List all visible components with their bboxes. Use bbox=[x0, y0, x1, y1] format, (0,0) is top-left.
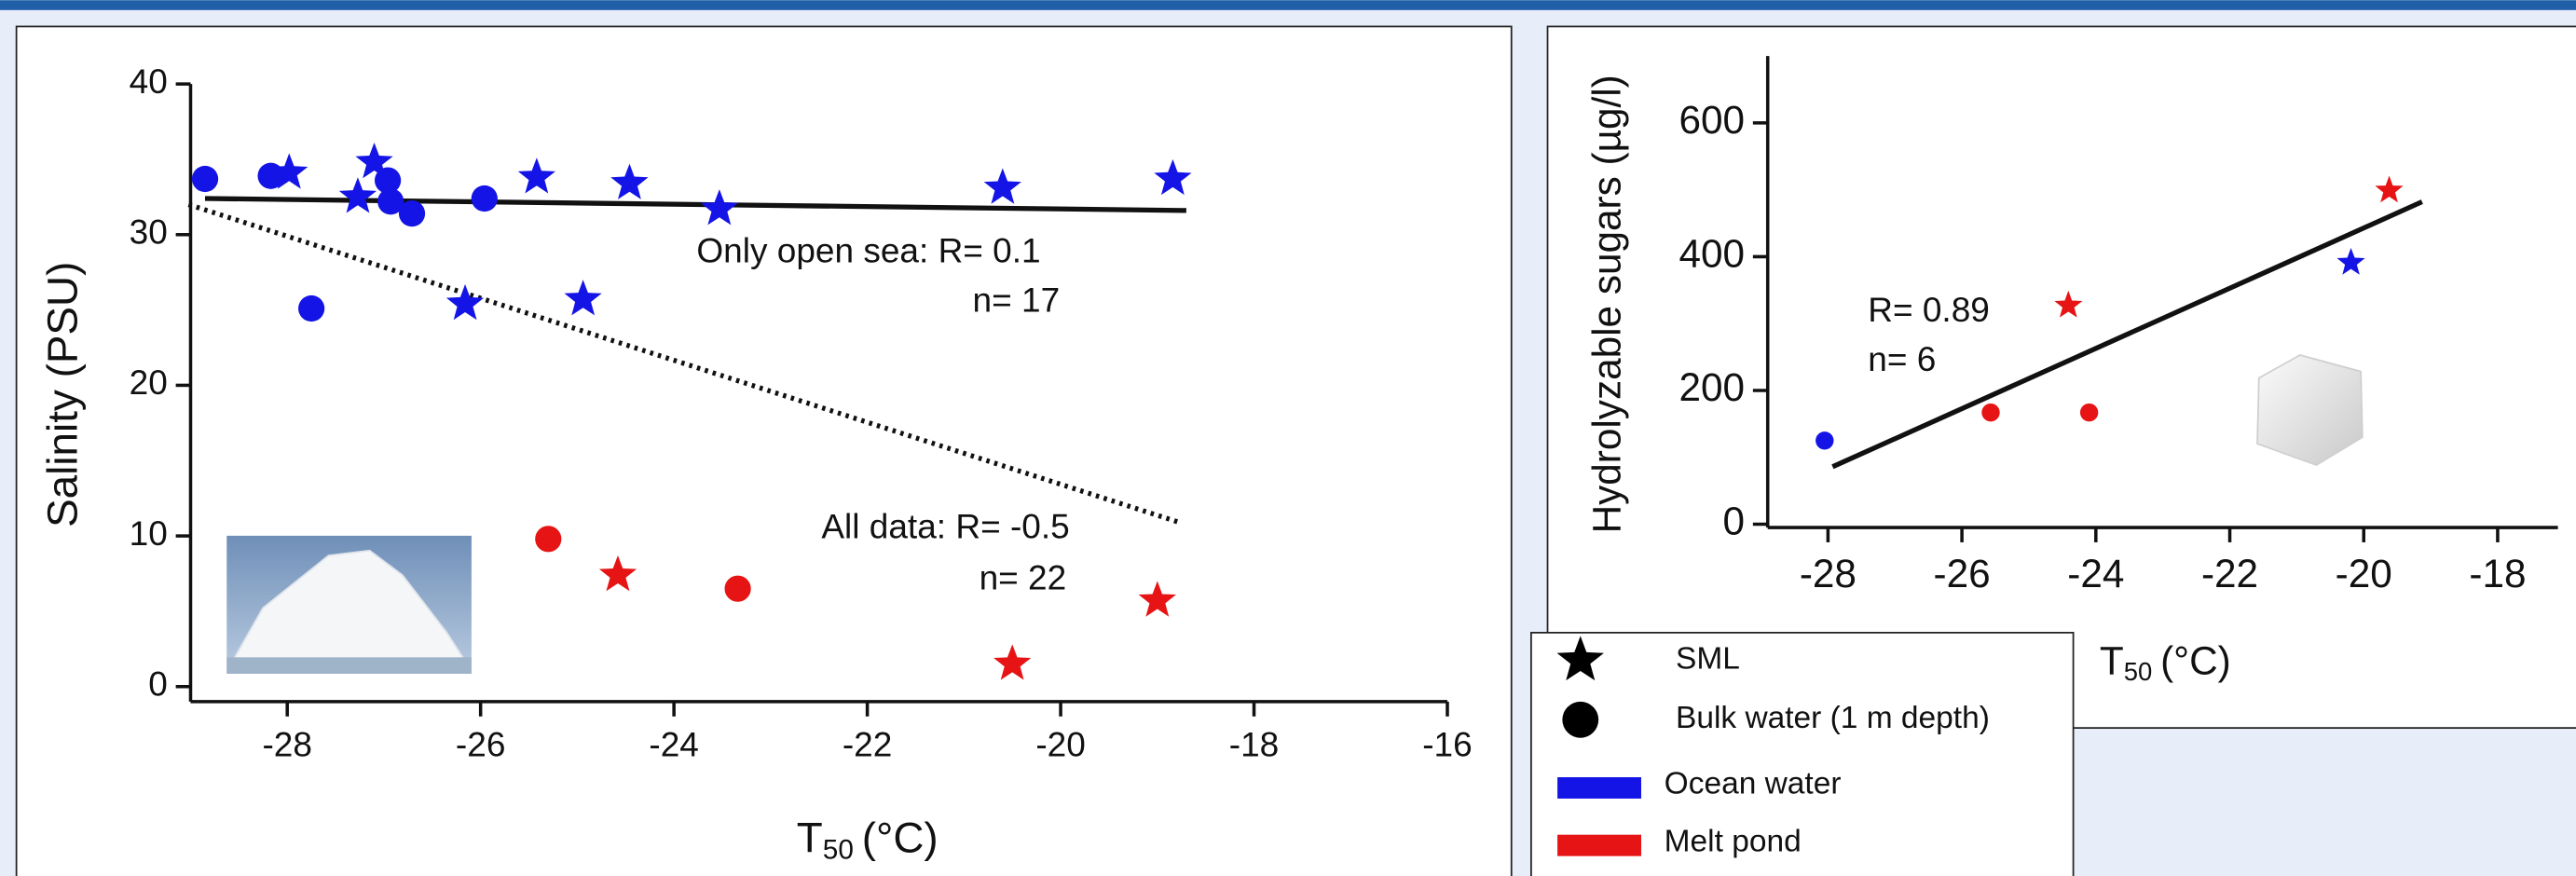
circle-point bbox=[472, 185, 498, 212]
annotation: All data: R= -0.5 bbox=[821, 507, 1069, 546]
circle-point bbox=[192, 166, 218, 192]
y-tick-label: 10 bbox=[130, 513, 168, 553]
y-tick-label: 400 bbox=[1679, 232, 1745, 276]
annotation: n= 6 bbox=[1868, 339, 1936, 378]
x-tick-label: -18 bbox=[1229, 725, 1279, 764]
x-tick-label: -24 bbox=[649, 725, 698, 764]
annotation: n= 17 bbox=[973, 280, 1061, 319]
y-tick-label: 0 bbox=[1723, 500, 1746, 543]
x-label-unit: (°C) bbox=[862, 814, 939, 862]
x-tick-label: -16 bbox=[1422, 725, 1472, 764]
annotation: n= 22 bbox=[980, 557, 1067, 596]
x-tick-label: -20 bbox=[2336, 552, 2392, 595]
legend-label: Ocean water bbox=[1665, 767, 1842, 801]
screenshot: -28 -26 -24 -22 -20 -18 -16 0 10 20 30 40 Salinity (… bbox=[0, 0, 2576, 876]
y-tick-label: 20 bbox=[130, 363, 168, 402]
x-tick-label: -20 bbox=[1035, 725, 1085, 764]
x-label-unit: (°C) bbox=[2160, 639, 2231, 683]
x-tick-label: -22 bbox=[2201, 552, 2258, 595]
panel-left bbox=[17, 26, 1512, 876]
x-tick-label: -26 bbox=[1934, 552, 1991, 595]
x-tick-label: -24 bbox=[2067, 552, 2124, 595]
x-label-sub: 50 bbox=[823, 834, 854, 865]
y-tick-label: 30 bbox=[130, 212, 168, 252]
x-label-main: T bbox=[797, 814, 823, 862]
circle-point bbox=[535, 526, 561, 552]
legend-label: Melt pond bbox=[1665, 824, 1802, 858]
y-axis-label: Salinity (PSU) bbox=[39, 262, 87, 527]
x-axis-label: T50(°C) bbox=[2100, 639, 2231, 687]
salt-photo bbox=[226, 536, 472, 674]
circle-point bbox=[2080, 404, 2098, 421]
y-tick-label: 40 bbox=[130, 62, 168, 101]
y-tick-label: 600 bbox=[1679, 98, 1745, 142]
legend-circle bbox=[1562, 702, 1598, 738]
circle-point bbox=[1816, 431, 1833, 449]
annotation: R= 0.89 bbox=[1868, 290, 1990, 329]
x-tick-label: -22 bbox=[843, 725, 892, 764]
x-tick-label: -18 bbox=[2469, 552, 2526, 595]
x-tick-label: -28 bbox=[262, 725, 311, 764]
circle-point bbox=[399, 200, 425, 226]
legend-label: SML bbox=[1676, 642, 1740, 677]
circle-point bbox=[1981, 404, 1999, 421]
legend-swatch bbox=[1557, 835, 1641, 856]
x-axis-label: T50 (°C) bbox=[797, 814, 939, 865]
legend: SML Bulk water (1 m depth) Ocean water Melt… bbox=[1531, 633, 2074, 876]
annotation: Only open sea: R= 0.1 bbox=[696, 230, 1040, 269]
legend-swatch bbox=[1557, 777, 1641, 799]
circle-point bbox=[298, 295, 324, 322]
y-axis-label: Hydrolyzable sugars (µg/l) bbox=[1585, 75, 1629, 533]
x-label-sub: 50 bbox=[2124, 657, 2153, 686]
legend-label: Bulk water (1 m depth) bbox=[1676, 701, 1990, 735]
header-bar bbox=[0, 0, 2576, 10]
page: -28 -26 -24 -22 -20 -18 -16 0 10 20 30 40 Salinity (… bbox=[0, 0, 2576, 876]
x-tick-label: -28 bbox=[1800, 552, 1857, 595]
x-label-main: T bbox=[2100, 639, 2124, 683]
circle-point bbox=[724, 576, 750, 602]
x-tick-label: -26 bbox=[456, 725, 505, 764]
y-tick-label: 200 bbox=[1679, 365, 1745, 409]
photo-ground bbox=[226, 657, 472, 674]
y-tick-label: 0 bbox=[148, 664, 168, 704]
